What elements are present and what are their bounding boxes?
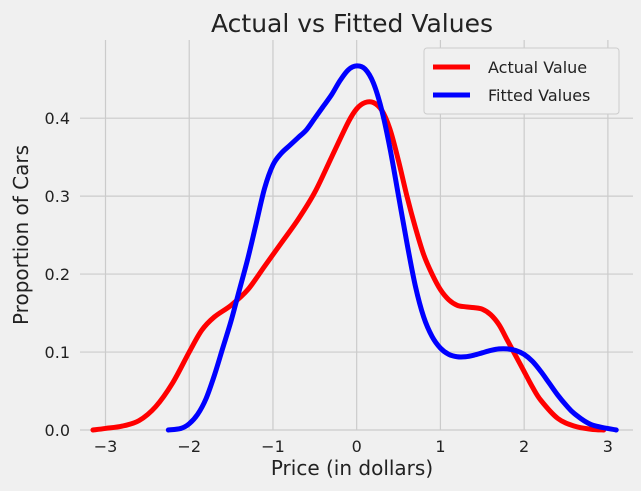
- x-tick-label: 1: [435, 437, 445, 456]
- series-line-fitted: [165, 63, 619, 433]
- legend: Actual Value Fitted Values: [423, 47, 620, 115]
- x-tick-label: −1: [261, 437, 285, 456]
- legend-frame: [423, 47, 620, 115]
- x-tick-label: −2: [177, 437, 201, 456]
- x-tick-label: 0: [352, 437, 362, 456]
- legend-label-fitted: Fitted Values: [488, 86, 590, 105]
- y-tick-label: 0.0: [45, 421, 70, 440]
- y-axis-label: Proportion of Cars: [9, 145, 33, 325]
- y-tick-label: 0.3: [45, 187, 70, 206]
- chart-title: Actual vs Fitted Values: [211, 9, 493, 38]
- legend-label-actual: Actual Value: [488, 58, 587, 77]
- y-tick-label: 0.2: [45, 265, 70, 284]
- y-tick-label: 0.1: [45, 343, 70, 362]
- series-lines: [90, 63, 619, 433]
- series-line-actual: [90, 99, 607, 433]
- x-axis-label: Price (in dollars): [271, 456, 433, 480]
- x-ticks: −3 −2 −1 0 1 2 3: [94, 437, 613, 456]
- y-tick-label: 0.4: [45, 109, 70, 128]
- x-tick-label: −3: [94, 437, 118, 456]
- y-ticks: 0.0 0.1 0.2 0.3 0.4: [45, 109, 70, 440]
- x-tick-label: 3: [603, 437, 613, 456]
- x-tick-label: 2: [519, 437, 529, 456]
